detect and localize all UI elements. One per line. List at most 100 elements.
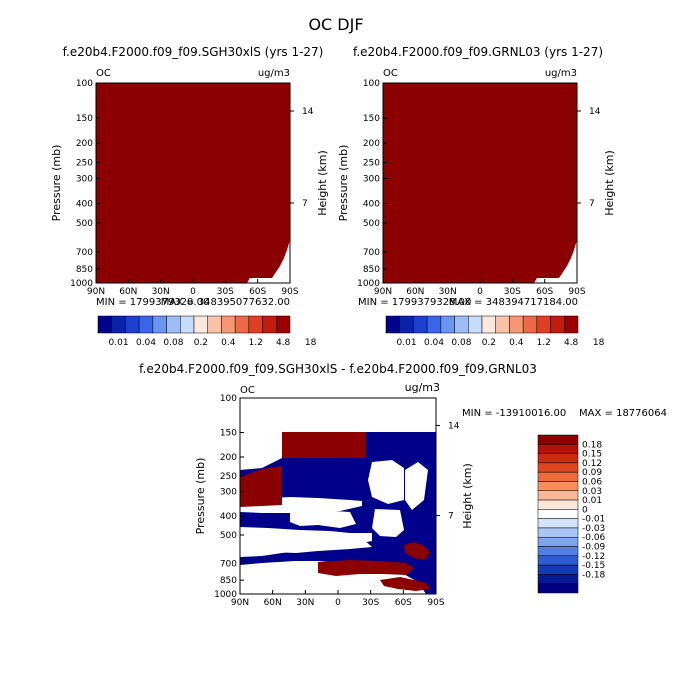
y-tick-label: 1000 (70, 279, 93, 289)
y-tick-label: 400 (220, 512, 237, 522)
colorbar-label: 0.4 (509, 338, 524, 348)
min-value: MIN = 1799379328.00 (96, 297, 209, 308)
colorbar-swatch (221, 315, 236, 334)
colorbar-label: -0.18 (582, 570, 606, 580)
pressure-axis: 100 150 200 250 300 400 500 700 850 1000 (70, 79, 100, 289)
colorbar-label: -0.01 (582, 515, 605, 525)
colorbar-swatch (468, 315, 483, 334)
x-tick-label: 60S (395, 598, 412, 608)
colorbar-swatch (426, 315, 442, 334)
colorbar-swatch (537, 583, 579, 594)
x-tick-label: 30N (296, 598, 314, 608)
y-tick-label: 300 (363, 174, 380, 184)
colorbar-swatch (537, 574, 579, 584)
y-tick-label: 500 (220, 531, 237, 541)
y-tick-label: 250 (363, 159, 380, 169)
height-axis: 14 7 (577, 107, 601, 209)
colorbar-swatch (564, 315, 579, 334)
positive-anomaly-region (318, 542, 430, 591)
colorbar-label: 0.4 (221, 338, 236, 348)
colorbar-swatch (537, 481, 579, 492)
colorbar-swatch (248, 315, 263, 334)
colorbar-swatch (276, 315, 291, 334)
height-axis: 14 7 (436, 421, 460, 522)
colorbar-swatch (537, 499, 579, 510)
colorbar-label: 1.2 (537, 338, 551, 348)
y-tick-label: 500 (363, 219, 380, 229)
colorbar-swatch (537, 546, 579, 557)
colorbar-swatch (537, 536, 579, 547)
colorbar-swatch (180, 315, 195, 334)
colorbar-label: 0 (582, 505, 588, 515)
height-axis: 14 7 (290, 107, 314, 209)
colorbar-label: -0.12 (582, 552, 605, 562)
colorbar-swatch (385, 315, 400, 334)
colorbar-swatch (111, 315, 126, 334)
colorbar-swatch (550, 315, 565, 334)
colorbar-grnl03: 0.01 0.04 0.08 0.2 0.4 1.2 4.8 18 (385, 315, 605, 348)
y-tick-label: 100 (76, 79, 93, 89)
y2-tick-label: 14 (302, 107, 314, 117)
colorbar-label: 0.01 (582, 496, 602, 506)
variable-label: OC (96, 68, 111, 79)
colorbar-swatch (166, 315, 181, 334)
y2-tick-label: 7 (589, 199, 595, 209)
min-value: MIN = 1799379328.00 (358, 297, 471, 308)
colorbar-swatch (536, 315, 551, 334)
x-tick-label: 30S (362, 598, 379, 608)
colorbar-swatch (125, 315, 140, 334)
x-tick-label: 0 (335, 598, 341, 608)
pressure-axis: 100 150 200 250 300 400 500 700 850 1000 (357, 79, 387, 289)
colorbar-swatch (262, 315, 277, 334)
colorbar-swatch (522, 315, 538, 334)
colorbar-swatch (193, 315, 208, 334)
colorbar-swatch (537, 555, 579, 566)
y-tick-label: 200 (220, 453, 237, 463)
y-tick-label: 200 (76, 139, 93, 149)
colorbar-swatch (537, 434, 579, 445)
x-tick-label: 90S (568, 287, 585, 297)
y2-tick-label: 7 (302, 199, 308, 209)
y-tick-label: 100 (220, 394, 237, 404)
units-label: ug/m3 (405, 381, 440, 394)
y2-tick-label: 14 (589, 107, 601, 117)
colorbar-swatch (537, 490, 579, 501)
y-tick-label: 250 (220, 472, 237, 482)
x-tick-label: 60S (249, 287, 266, 297)
colorbar-swatch (454, 315, 469, 334)
y-tick-label: 150 (363, 114, 380, 124)
max-value: MAX = 348394717184.00 (449, 297, 578, 308)
y-tick-label: 300 (220, 488, 237, 498)
x-tick-label: 90N (231, 598, 249, 608)
y-tick-label: 400 (76, 199, 93, 209)
pressure-axis: 100 150 200 250 300 400 500 700 850 1000 (214, 394, 244, 600)
y-tick-label: 500 (76, 219, 93, 229)
colorbar-swatch (537, 453, 579, 464)
y-tick-label: 150 (220, 429, 237, 439)
heatmap-field (96, 83, 290, 283)
colorbar-label: 0.18 (582, 440, 602, 450)
colorbar-label: 18 (593, 338, 605, 348)
y-tick-label: 700 (220, 560, 237, 570)
colorbar-swatch (138, 315, 154, 334)
y-tick-label: 700 (363, 248, 380, 258)
missing-data-region (534, 240, 577, 283)
y-tick-label: 1000 (357, 279, 380, 289)
colorbar-swatch (152, 315, 167, 334)
colorbar-label: 4.8 (276, 338, 291, 348)
x-tick-label: 30S (217, 287, 234, 297)
x-tick-label: 90S (281, 287, 298, 297)
heatmap-field (383, 83, 577, 283)
y-axis-label: Pressure (mb) (50, 145, 63, 222)
y-axis-label: Pressure (mb) (337, 145, 350, 222)
colorbar-label: 0.04 (424, 338, 444, 348)
x-tick-label: 60N (119, 287, 137, 297)
x-tick-label: 0 (477, 287, 483, 297)
colorbar-swatch (537, 509, 579, 519)
colorbar-label: 0.06 (582, 477, 602, 487)
panel-title: f.e20b4.F2000.f09_f09.SGH30xlS (yrs 1-27… (63, 45, 324, 59)
colorbar-swatch (537, 444, 579, 454)
max-value: MAX = 18776064 (579, 408, 667, 419)
units-label: ug/m3 (258, 68, 290, 79)
x-tick-label: 90S (427, 598, 444, 608)
